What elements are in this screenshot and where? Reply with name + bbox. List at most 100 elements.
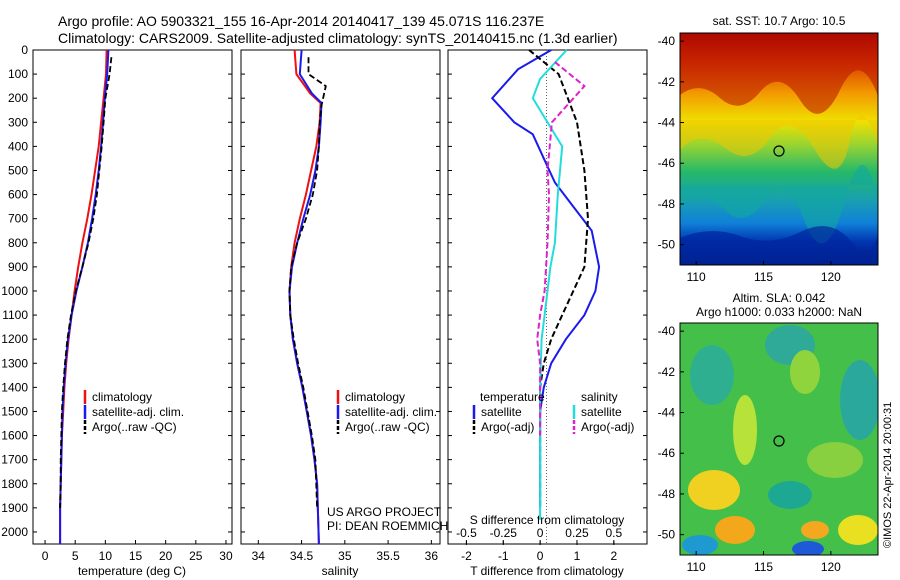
series-argo-raw-qc-: [59, 57, 113, 508]
depth-axis: 0 100 200 300 400 500 600 700 800 900 1000 1100 1200…: [1, 43, 647, 539]
pi-note: PI: DEAN ROEMMICH: [327, 519, 448, 533]
difference-legend: temperature salinity satellite Argo(-adj…: [472, 390, 634, 434]
header-line1: Argo profile: AO 5903321_155 16-Apr-2014…: [58, 13, 544, 29]
map-x-tick-label: 115: [754, 560, 773, 574]
x-tick-label: 2: [610, 549, 617, 563]
salinity-series: [288, 49, 327, 545]
legend-title-temperature: temperature: [480, 390, 545, 404]
map-y-tick-label: -46: [658, 156, 676, 170]
depth-tick-label: 1800: [1, 477, 28, 491]
difference-panel: [447, 49, 648, 545]
x-tick-label: 34: [252, 549, 266, 563]
legend-label: Argo(..raw -QC): [345, 420, 430, 434]
map-y-tick-label: -40: [658, 34, 676, 48]
salinity-x-label: salinity: [322, 564, 359, 578]
depth-tick-label: 1600: [1, 429, 28, 443]
depth-tick-label: 1500: [1, 404, 28, 418]
sla-map-y-axis: -40 -42 -44 -46 -48 -50: [658, 324, 684, 542]
legend-label: Argo(..raw -QC): [92, 420, 177, 434]
map-x-tick-label: 115: [754, 270, 773, 284]
legend-label: satellite: [481, 405, 522, 419]
depth-tick-label: 500: [8, 163, 28, 177]
x-tick-label: 0.5: [605, 526, 622, 540]
sla-map-title1: Altim. SLA: 0.042: [733, 291, 826, 305]
legend-label: Argo(-adj): [581, 420, 634, 434]
x-tick-label: -2: [461, 549, 472, 563]
difference-x-label: T difference from climatology: [470, 564, 624, 578]
depth-tick-label: 1000: [1, 284, 28, 298]
x-tick-label: 35.5: [376, 549, 400, 563]
sla-map-title2: Argo h1000: 0.033 h2000: NaN: [696, 305, 862, 319]
sst-map-x-axis: 110 115 120: [687, 261, 841, 284]
depth-tick-label: 800: [8, 236, 28, 250]
depth-tick-label: 200: [8, 91, 28, 105]
depth-tick-label: 2000: [1, 525, 28, 539]
header-line2: Climatology: CARS2009. Satellite-adjuste…: [58, 30, 618, 46]
x-tick-label: 0: [537, 526, 544, 540]
sla-map-frame: [679, 322, 879, 556]
x-tick-label: 35: [338, 549, 352, 563]
map-x-tick-label: 120: [821, 270, 841, 284]
x-tick-label: 1: [574, 549, 581, 563]
legend-title-salinity: salinity: [581, 390, 618, 404]
series-argo-raw-qc-: [288, 57, 327, 508]
x-tick-label: 10: [99, 549, 113, 563]
depth-tick-label: 0: [21, 43, 28, 57]
temperature-x-label: temperature (deg C): [78, 564, 186, 578]
map-y-tick-label: -48: [658, 487, 676, 501]
x-tick-label: 5: [72, 549, 79, 563]
difference-x-axis: -2 -1 0 1 2: [461, 540, 617, 563]
x-tick-label: 15: [129, 549, 143, 563]
temperature-series: [59, 49, 113, 544]
map-y-tick-label: -48: [658, 197, 676, 211]
x-tick-label: 0.25: [565, 526, 589, 540]
legend-label: satellite-adj. clim.: [92, 405, 184, 419]
map-y-tick-label: -44: [658, 116, 676, 130]
x-tick-label: 20: [159, 549, 173, 563]
argo-location-marker: [773, 435, 785, 447]
map-y-tick-label: -42: [658, 365, 676, 379]
difference-series: [490, 49, 601, 520]
map-y-tick-label: -46: [658, 446, 676, 460]
map-y-tick-label: -50: [658, 238, 676, 252]
sst-map-title: sat. SST: 10.7 Argo: 10.5: [713, 14, 846, 28]
series-climatology: [59, 49, 108, 544]
depth-tick-label: 400: [8, 139, 28, 153]
map-y-tick-label: -44: [658, 406, 676, 420]
difference-top-axis: -0.5 -0.25 0 0.25 0.5: [456, 526, 622, 545]
depth-tick-label: 100: [8, 67, 28, 81]
map-x-tick-label: 110: [687, 270, 706, 284]
salinity-legend: climatology satellite-adj. clim. Argo(..…: [336, 390, 437, 434]
legend-label: satellite-adj. clim.: [345, 405, 437, 419]
x-tick-label: 36: [425, 549, 439, 563]
map-y-tick-label: -50: [658, 528, 676, 542]
sla-map-x-axis: 110 115 120: [687, 551, 841, 574]
sst-map: [680, 33, 878, 265]
series-temperature-argo-adj-: [528, 49, 590, 508]
difference-top-label: S difference from climatology: [470, 513, 625, 527]
legend-label: Argo(-adj): [481, 420, 534, 434]
depth-tick-label: 900: [8, 260, 28, 274]
map-x-tick-label: 120: [821, 560, 841, 574]
x-tick-label: 34.5: [290, 549, 314, 563]
legend-label: climatology: [92, 390, 152, 404]
depth-tick-label: 1700: [1, 453, 28, 467]
series-salinity-satellite: [531, 49, 568, 520]
salinity-x-axis: 34 34.5 35 35.5 36: [252, 540, 439, 563]
map-y-tick-label: -40: [658, 324, 676, 338]
project-note: US ARGO PROJECT: [327, 505, 442, 519]
x-tick-label: 0: [537, 549, 544, 563]
temperature-panel: [32, 49, 233, 545]
depth-tick-label: 1200: [1, 332, 28, 346]
sst-map-frame: [679, 32, 879, 266]
x-tick-label: -0.5: [456, 526, 477, 540]
sla-map: [680, 323, 878, 555]
x-tick-label: -1: [498, 549, 509, 563]
temperature-legend: climatology satellite-adj. clim. Argo(..…: [83, 390, 184, 434]
map-x-tick-label: 110: [687, 560, 706, 574]
series-salinity-argo-adj-: [536, 61, 586, 436]
series-satellite-adj-clim-: [288, 49, 323, 545]
x-tick-label: 0: [42, 549, 49, 563]
imos-stamp: ©IMOS 22-Apr-2014 20:00:31: [882, 402, 894, 548]
